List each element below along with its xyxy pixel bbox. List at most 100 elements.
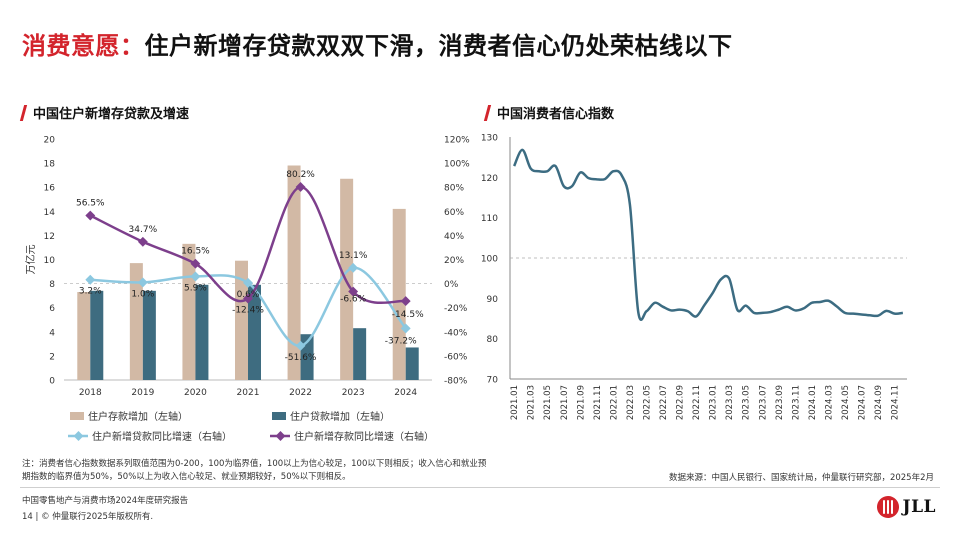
x-tick-label: 2024.05: [841, 385, 851, 420]
data-source: 数据来源：中国人民银行、国家统计局，仲量联行研究部，2025年2月: [668, 473, 934, 483]
loan-bar: [142, 290, 156, 380]
x-tick-label: 2018: [79, 388, 102, 398]
jll-logo-text: JLL: [902, 497, 936, 517]
legend-swatch-bar: [272, 412, 286, 420]
title-slash-icon: [483, 105, 492, 121]
deposit-growth-point: [190, 258, 201, 269]
deposit-growth-point: [243, 293, 253, 304]
jll-logo-icon: [876, 496, 899, 518]
page-title: 消费意愿：住户新增存贷款双双下滑，消费者信心仍处荣枯线以下: [22, 26, 733, 61]
x-tick-label: 2022.11: [692, 385, 702, 420]
y-tick-label-right: 0%: [444, 280, 459, 290]
loan-bar: [195, 284, 209, 380]
y-tick-label: 70: [487, 376, 499, 386]
deposit-bar: [287, 165, 301, 380]
legend-swatch-marker: [73, 431, 84, 441]
loan-growth-data-label: -37.2%: [385, 336, 417, 346]
y-tick-label-left: 12: [44, 232, 55, 242]
deposit-growth-point: [137, 236, 148, 247]
loan-growth-point: [243, 277, 253, 288]
loan-bar: [248, 284, 261, 380]
page-copyright: 14 | © 仲量联行2025年版权所有.: [22, 512, 154, 522]
deposit-growth-point: [400, 296, 411, 307]
chart-note: 注：消费者信心指数数据系列取值范围为0-200，100为临界值，100以上为信心…: [22, 459, 487, 482]
loan-growth-data-label: 3.2%: [79, 287, 102, 297]
left-panel-title: 中国住户新增存贷款及增速: [19, 103, 190, 122]
deposit-growth-data-label: 80.2%: [286, 170, 315, 180]
x-tick-label: 2024.07: [858, 385, 868, 420]
deposit-bar: [77, 292, 91, 380]
deposit-bar: [235, 260, 248, 380]
x-tick-label: 2021.03: [527, 385, 537, 420]
y-tick-label: 130: [481, 134, 498, 144]
loan-growth-point: [85, 274, 96, 285]
x-tick-label: 2023.05: [742, 385, 752, 420]
x-tick-label: 2022.07: [659, 385, 669, 420]
y-tick-label-right: 100%: [444, 160, 470, 170]
deposit-growth-line: [89, 185, 406, 305]
deposit-growth-data-label: -14.5%: [392, 310, 424, 320]
y-tick-label-right: 80%: [444, 184, 464, 194]
legend-label: 住户新增存款同比增速（右轴）: [294, 430, 434, 443]
left-panel-title-text: 中国住户新增存贷款及增速: [33, 107, 190, 122]
right-panel-title-text: 中国消费者信心指数: [497, 107, 615, 122]
loan-bar: [90, 290, 104, 380]
right-panel-title: 中国消费者信心指数: [483, 103, 615, 122]
x-tick-label: 2022.01: [609, 385, 619, 420]
x-tick-label: 2023.07: [758, 385, 768, 420]
y-tick-label-right: -80%: [444, 377, 468, 387]
x-tick-label: 2023: [342, 388, 365, 398]
y-tick-label-left: 20: [44, 136, 56, 146]
x-tick-label: 2021.11: [593, 385, 603, 420]
y-tick-label: 120: [481, 174, 498, 184]
x-tick-label: 2022: [289, 388, 312, 398]
deposit-growth-point: [85, 210, 96, 221]
footer-divider: [20, 487, 940, 488]
x-tick-label: 2024.09: [874, 385, 884, 420]
loan-growth-data-label: 13.1%: [339, 251, 368, 261]
x-tick-label: 2023.01: [709, 385, 719, 420]
y-tick-label-right: 60%: [444, 208, 464, 218]
x-tick-label: 2021.07: [560, 385, 570, 420]
legend-label: 住户新增贷款同比增速（右轴）: [92, 430, 232, 443]
loan-growth-data-label: 5.9%: [184, 283, 207, 293]
y-tick-label-left: 10: [44, 256, 56, 266]
confidence-index-line: [512, 148, 904, 321]
deposit-growth-data-label: -6.6%: [340, 295, 367, 305]
deposit-growth-data-label: -12.4%: [232, 306, 264, 316]
y-tick-label-right: -40%: [444, 328, 468, 338]
y-tick-label-left: 6: [49, 304, 55, 314]
deposit-growth-data-label: 56.5%: [76, 199, 105, 209]
y-tick-label: 100: [481, 255, 498, 265]
title-slash-icon: [19, 105, 28, 121]
loan-growth-point: [137, 277, 148, 288]
y-tick-label: 110: [481, 214, 498, 224]
y-tick-label-right: -20%: [444, 304, 468, 314]
deposit-growth-data-label: 16.5%: [181, 247, 210, 257]
x-tick-label: 2023.11: [791, 385, 801, 420]
x-tick-label: 2021.05: [543, 385, 553, 420]
y-tick-label-left: 8: [49, 280, 55, 290]
y-tick-label-right: 20%: [444, 256, 464, 266]
loan-growth-point: [295, 340, 306, 351]
loan-growth-point: [348, 262, 359, 273]
y-tick-label-left: 18: [44, 160, 56, 170]
y-tick-label-left: 4: [49, 328, 55, 338]
x-tick-label: 2023.09: [775, 385, 785, 420]
y-tick-label-right: 120%: [444, 136, 470, 146]
deposit-bar: [129, 263, 143, 380]
legend-label: 住户存款增加（左轴）: [88, 410, 188, 423]
legend-swatch-marker: [275, 431, 286, 441]
loan-bar: [405, 347, 419, 380]
y-tick-label-right: -60%: [444, 352, 468, 362]
y-tick-label-left: 16: [44, 184, 56, 194]
y-tick-label-left: 14: [44, 208, 56, 218]
loan-growth-data-label: 0.6%: [237, 290, 260, 300]
x-tick-label: 2020: [184, 388, 207, 398]
x-tick-label: 2021.01: [510, 385, 520, 420]
jll-logo: JLL: [876, 496, 936, 518]
y-tick-label-left: 0: [49, 377, 55, 387]
deposit-loan-chart: 0 2 4 6 8 10 12 14 16 18 20 -80% -60% -40% -20% 0% 20% 40…: [24, 136, 470, 444]
y-axis-label: 万亿元: [24, 245, 37, 275]
loan-growth-data-label: -51.6%: [285, 353, 317, 363]
